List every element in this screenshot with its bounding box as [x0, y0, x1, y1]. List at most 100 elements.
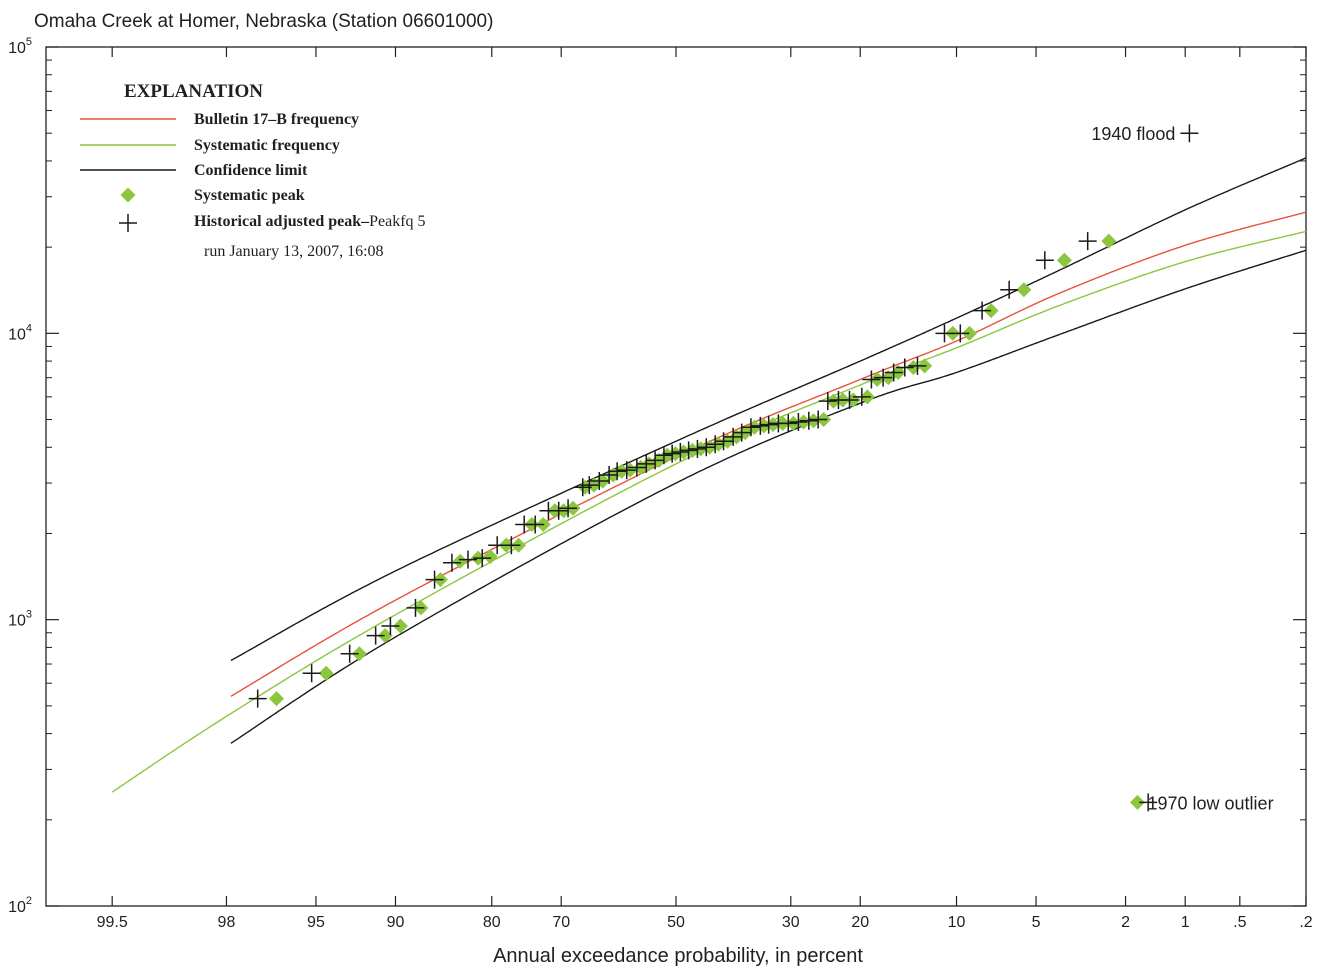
x-tick-label: .2: [1299, 914, 1312, 931]
legend-label: Historical adjusted peak–Peakfq 5: [194, 213, 426, 230]
x-axis-label: Annual exceedance probability, in percen…: [493, 945, 863, 967]
historical-peak-point: [549, 501, 568, 520]
historical-peak-point: [590, 471, 609, 490]
chart-title: Omaha Creek at Homer, Nebraska (Station …: [34, 11, 493, 32]
x-tick-label: 5: [1032, 914, 1041, 931]
x-tick-label: 98: [218, 914, 236, 931]
x-tick-label: 10: [948, 914, 966, 931]
y-tick-label: 102: [8, 895, 32, 916]
x-tick-label: 2: [1121, 914, 1130, 931]
historical-peak-point: [646, 451, 665, 470]
historical-peak-point: [526, 515, 545, 534]
historical-peak-point: [1180, 124, 1199, 143]
systematic-peak-point: [392, 618, 408, 634]
historical-peak-point: [895, 358, 914, 377]
systematic-peak-point: [1016, 282, 1032, 298]
y-tick-label: 103: [8, 609, 32, 630]
systematic-peak-point: [482, 549, 498, 565]
y-tick-label: 104: [8, 322, 32, 343]
systematic-peak-point: [1056, 252, 1072, 268]
historical-peak-point: [442, 553, 461, 572]
legend-label: Confidence limit: [194, 162, 308, 179]
historical-peak-point: [671, 443, 690, 462]
y-tick-label: 105: [8, 36, 32, 57]
historical-peak-point: [779, 414, 798, 433]
historical-peak-point: [1078, 232, 1097, 251]
systematic-peak-point: [318, 665, 334, 681]
historical-peak-point: [473, 549, 492, 568]
historical-peak-point: [627, 458, 646, 477]
historical-peak-point: [935, 324, 954, 343]
systematic-peak-point: [961, 325, 977, 341]
legend-label: Systematic frequency: [194, 137, 340, 154]
x-tick-label: 70: [552, 914, 570, 931]
historical-peak-point: [1000, 280, 1019, 299]
historical-peak-point: [302, 664, 321, 683]
historical-peak-point: [340, 644, 359, 663]
historical-peak-point: [799, 411, 818, 430]
historical-peak-point: [600, 466, 619, 485]
x-axis: 99.5 98 95 90 80 70 50 30 20 10 5 2 1 .5 .2: [97, 47, 1313, 931]
historical-peak-point: [908, 356, 927, 375]
x-tick-label: 90: [387, 914, 405, 931]
historical-peak-point: [502, 536, 521, 555]
historical-peak-point: [759, 415, 778, 434]
historical-peak-point: [663, 444, 682, 463]
historical-peak-point: [459, 550, 478, 569]
systematic-peak-point: [452, 553, 468, 569]
annotation-label: 1940 flood: [1091, 124, 1175, 144]
historical-peak-point: [381, 617, 400, 636]
historical-peak-point: [741, 418, 760, 437]
x-tick-label: 80: [483, 914, 501, 931]
curve-systematic-frequency-1: [111, 230, 1307, 793]
historical-peak-point: [884, 363, 903, 382]
historical-peak-point: [706, 435, 725, 454]
historical-peak-point: [617, 461, 636, 480]
legend-label: Bulletin 17–B frequency: [194, 111, 359, 128]
legend-note: run January 13, 2007, 16:08: [204, 243, 384, 260]
historical-peak-point: [637, 454, 656, 473]
historical-peak-point: [714, 432, 733, 451]
x-tick-label: 50: [667, 914, 685, 931]
historical-peak-point: [679, 441, 698, 460]
x-tick-label: 99.5: [97, 914, 128, 931]
systematic-peak-point: [983, 303, 999, 319]
historical-peak-point: [697, 438, 716, 457]
historical-peak-point: [580, 476, 599, 495]
historical-peak-point: [840, 391, 859, 410]
legend-label: Systematic peak: [194, 187, 305, 204]
historical-peak-point: [732, 423, 751, 442]
x-tick-label: .5: [1233, 914, 1246, 931]
historical-peak-point: [406, 598, 425, 617]
historical-peak-point: [789, 413, 808, 432]
curve-confidence-limit-3: [230, 249, 1307, 744]
historical-peak-point: [852, 387, 871, 406]
historical-peak-point: [366, 626, 385, 645]
legend-title: EXPLANATION: [124, 81, 263, 102]
historical-peak-point: [1035, 251, 1054, 270]
x-tick-label: 20: [851, 914, 869, 931]
historical-peak-point: [724, 427, 743, 446]
systematic-peak-point: [377, 628, 393, 644]
legend-swatch-diamond: [120, 187, 136, 203]
x-tick-label: 1: [1181, 914, 1190, 931]
historical-peak-point: [425, 570, 444, 589]
historical-peak-point: [951, 324, 970, 343]
historical-peak-point: [751, 416, 770, 435]
curve-bulletin-17-b-frequency-0: [230, 211, 1307, 697]
historical-peak-point: [654, 446, 673, 465]
systematic-peak-point: [351, 646, 367, 662]
historical-peak-point: [809, 410, 828, 429]
historical-peak-point: [1139, 793, 1158, 812]
historical-peak-point: [688, 439, 707, 458]
historical-peak-point: [608, 462, 627, 481]
historical-peak-point: [862, 370, 881, 389]
systematic-peak-point: [269, 691, 285, 707]
systematic-peak-point: [1129, 794, 1145, 810]
x-tick-label: 95: [307, 914, 325, 931]
y-axis: 102 103 104 105: [8, 36, 1306, 916]
peak-markers: [248, 124, 1199, 812]
legend-swatch-plus: [119, 214, 137, 232]
historical-peak-point: [874, 368, 893, 387]
